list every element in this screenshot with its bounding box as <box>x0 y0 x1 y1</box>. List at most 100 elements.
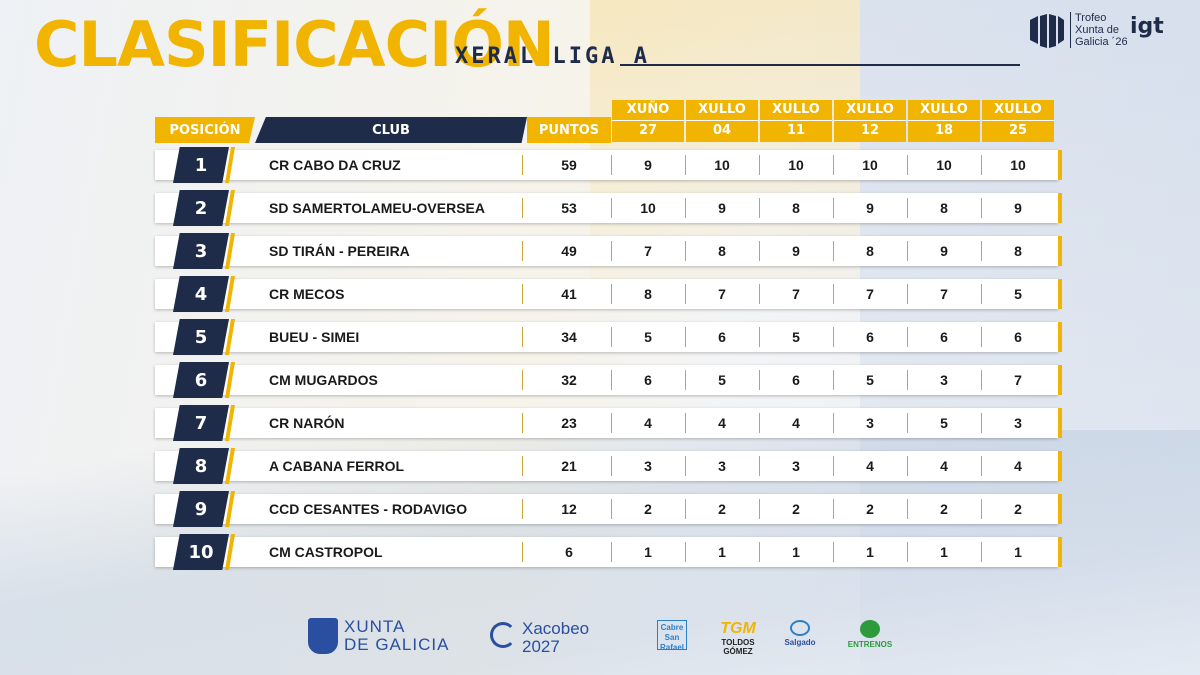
date-day: 04 <box>686 120 758 141</box>
points-total: 49 <box>561 243 577 259</box>
race-score: 4 <box>792 415 800 431</box>
column-divider <box>522 241 523 261</box>
table-row: 3 SD TIRÁN - PEREIRA 49 7 8 9 8 9 8 <box>155 233 1062 269</box>
race-score: 9 <box>644 157 652 173</box>
date-column-header: XULLO 11 <box>760 100 832 142</box>
race-score: 5 <box>866 372 874 388</box>
column-header-points: PUNTOS <box>527 117 611 143</box>
column-divider <box>907 284 908 304</box>
row-end-accent <box>1058 193 1062 223</box>
row-end-accent <box>1058 408 1062 438</box>
race-score: 2 <box>718 501 726 517</box>
rank-badge: 6 <box>173 362 229 398</box>
club-name: CR MECOS <box>269 286 345 302</box>
race-score: 7 <box>866 286 874 302</box>
column-divider <box>833 456 834 476</box>
rank-badge: 7 <box>173 405 229 441</box>
race-score: 3 <box>792 458 800 474</box>
date-column-header: XULLO 25 <box>982 100 1054 142</box>
race-score: 4 <box>718 415 726 431</box>
column-divider <box>759 198 760 218</box>
igt-logo: igt <box>1130 14 1164 39</box>
rank-accent-stripe <box>225 319 235 355</box>
rank-badge: 4 <box>173 276 229 312</box>
row-end-accent <box>1058 236 1062 266</box>
race-score: 10 <box>788 157 804 173</box>
sponsor-label: ENTRENOS <box>847 640 893 649</box>
race-score: 3 <box>1014 415 1022 431</box>
rank-badge: 8 <box>173 448 229 484</box>
race-score: 7 <box>940 286 948 302</box>
race-score: 4 <box>940 458 948 474</box>
column-divider <box>981 198 982 218</box>
rank-accent-stripe <box>225 147 235 183</box>
table-row: 4 CR MECOS 41 8 7 7 7 7 5 <box>155 276 1062 312</box>
column-divider <box>759 499 760 519</box>
row-end-accent <box>1058 150 1062 180</box>
xacobeo-logo: Xacobeo 2027 <box>522 620 589 656</box>
race-score: 6 <box>718 329 726 345</box>
rank-badge: 1 <box>173 147 229 183</box>
race-score: 3 <box>940 372 948 388</box>
row-end-accent <box>1058 494 1062 524</box>
points-total: 59 <box>561 157 577 173</box>
rank-accent-stripe <box>225 534 235 570</box>
column-divider <box>981 499 982 519</box>
column-divider <box>685 499 686 519</box>
sponsor-san-rafael-logo: Cabre San Rafael <box>657 620 687 652</box>
race-score: 7 <box>1014 372 1022 388</box>
column-divider <box>685 413 686 433</box>
club-name: SD TIRÁN - PEREIRA <box>269 243 410 259</box>
trofeo-label: Trofeo Xunta de Galicia ´26 <box>1070 12 1128 48</box>
sponsor-mark: TGM <box>720 620 756 637</box>
column-divider <box>833 284 834 304</box>
column-divider <box>685 241 686 261</box>
club-name: A CABANA FERROL <box>269 458 405 474</box>
xacobeo-line: 2027 <box>522 637 560 656</box>
column-divider <box>611 327 612 347</box>
column-divider <box>522 327 523 347</box>
points-total: 12 <box>561 501 577 517</box>
date-column-header: XUÑO 27 <box>612 100 684 142</box>
column-divider <box>833 370 834 390</box>
race-score: 3 <box>644 458 652 474</box>
race-score: 2 <box>940 501 948 517</box>
column-divider <box>611 499 612 519</box>
race-score: 8 <box>1014 243 1022 259</box>
race-score: 7 <box>718 286 726 302</box>
date-column-header: XULLO 04 <box>686 100 758 142</box>
trofeo-logo-icon <box>1030 14 1064 48</box>
column-divider <box>611 413 612 433</box>
column-divider <box>759 241 760 261</box>
column-divider <box>611 542 612 562</box>
xacobeo-line: Xacobeo <box>522 619 590 638</box>
column-divider <box>907 327 908 347</box>
column-divider <box>981 155 982 175</box>
race-score: 6 <box>940 329 948 345</box>
sponsor-entrenos-logo: ENTRENOS <box>845 620 895 649</box>
race-score: 10 <box>640 200 656 216</box>
points-total: 23 <box>561 415 577 431</box>
column-divider <box>833 155 834 175</box>
column-divider <box>907 542 908 562</box>
sponsor-toldos-gomez-logo: TGM TOLDOS GÓMEZ <box>718 620 758 656</box>
row-end-accent <box>1058 537 1062 567</box>
race-score: 8 <box>940 200 948 216</box>
date-month: XUÑO <box>626 102 670 117</box>
table-row: 2 SD SAMERTOLAMEU-OVERSEA 53 10 9 8 9 8 9 <box>155 190 1062 226</box>
page-subtitle: XERAL LIGA A <box>455 44 650 69</box>
column-divider <box>759 542 760 562</box>
column-divider <box>522 155 523 175</box>
race-score: 5 <box>792 329 800 345</box>
trofeo-line: Xunta de <box>1075 24 1120 36</box>
xacobeo-shell-icon <box>490 622 516 648</box>
column-divider <box>981 284 982 304</box>
rank-accent-stripe <box>225 276 235 312</box>
race-score: 9 <box>940 243 948 259</box>
column-divider <box>522 499 523 519</box>
xunta-line: XUNTA <box>344 617 406 636</box>
subtitle-underline <box>620 64 1020 66</box>
column-divider <box>907 241 908 261</box>
sponsor-label: TOLDOS GÓMEZ <box>721 638 755 656</box>
race-score: 3 <box>718 458 726 474</box>
